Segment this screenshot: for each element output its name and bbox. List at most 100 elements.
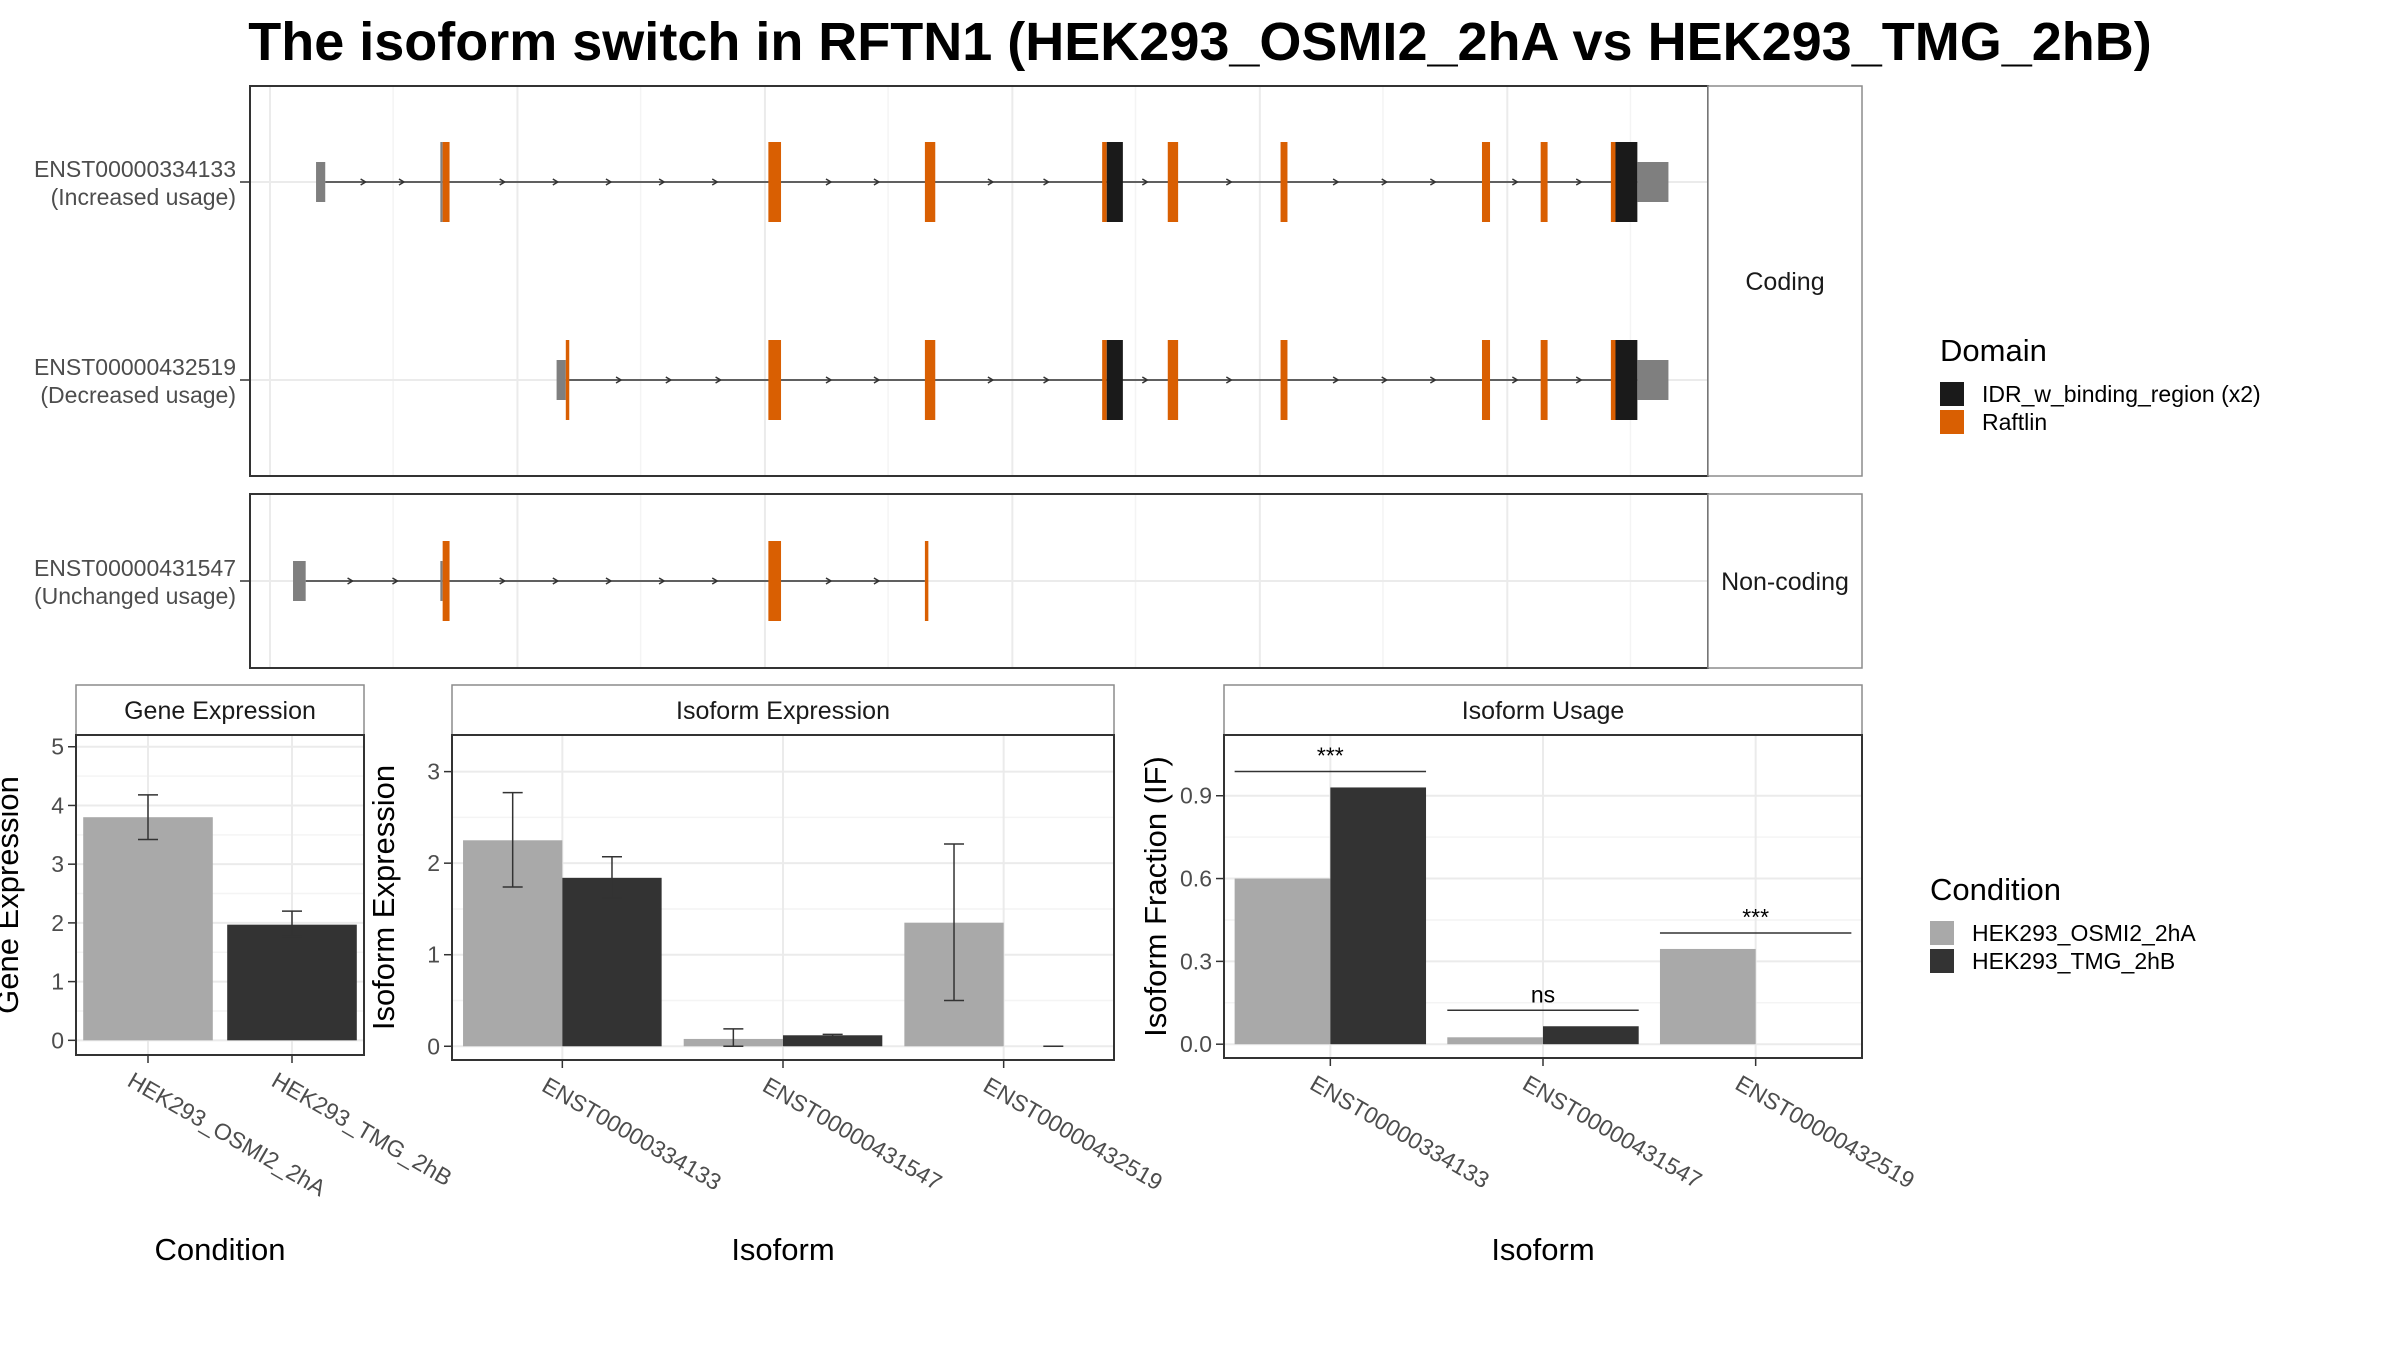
intron-arrow [825,577,833,585]
intron-arrow [1511,376,1519,384]
transcript-id-label: ENST00000432519 [34,354,236,380]
y-tick-label: 5 [51,734,64,760]
intron-arrow [1429,178,1437,186]
bar [1234,878,1331,1045]
chart-title-strip [1223,684,1863,736]
exon-raftlin-domain [442,142,450,222]
intron-arrow [1381,178,1389,186]
intron-arrow [711,577,719,585]
exon-raftlin-domain [1167,340,1179,420]
condition-legend-label: HEK293_TMG_2hB [1972,948,2175,974]
exon-utr [293,561,306,601]
intron-arrow [1575,376,1583,384]
y-tick-label: 0.3 [1180,948,1212,974]
exon-utr [1637,162,1669,202]
facet-strip [1707,493,1863,669]
x-tick-label: ENST00000432519 [1731,1070,1919,1194]
exon-raftlin-domain [1102,340,1107,420]
facet-strip-label: Coding [1745,268,1824,296]
x-axis-title: Isoform [731,1232,834,1267]
intron-arrow [1141,178,1149,186]
y-tick-label: 3 [427,759,440,785]
intron-arrow [360,178,368,186]
intron-arrow [1575,178,1583,186]
transcript-usage-label: (Decreased usage) [40,382,236,408]
intron-arrow [825,178,833,186]
bar [1659,948,1756,1045]
y-tick-label: 0 [427,1033,440,1059]
y-tick-label: 3 [51,851,64,877]
intron-arrow [615,376,623,384]
intron-arrow [1225,178,1233,186]
intron-arrow [552,577,560,585]
intron-arrow [1332,178,1340,186]
gene-expression-chart: Gene Expression012345HEK293_OSMI2_2hAHEK… [0,684,457,1267]
chart-title-strip [75,684,365,736]
intron-arrow [711,178,719,186]
exon-raftlin-domain [768,340,782,420]
x-tick-label: ENST00000431547 [1519,1070,1707,1194]
x-tick-label: ENST00000432519 [979,1072,1167,1196]
condition-legend-key [1930,921,1954,945]
intron-arrow [825,376,833,384]
intron-arrow [1043,376,1050,384]
exon-raftlin-domain [1610,142,1616,222]
y-axis-title: Isoform Expression [366,765,401,1030]
domain-legend-key [1940,410,1964,434]
significance-label: *** [1317,742,1344,768]
exon-raftlin-domain [768,142,782,222]
exon-idr-domain [1106,142,1123,222]
condition-legend-key [1930,949,1954,973]
x-axis-title: Condition [155,1232,286,1267]
exon-idr-domain [1615,142,1638,222]
intron-arrow [665,376,673,384]
transcript-structure-plot: Coding ENST00000334133(Increased usage) EN… [34,85,1863,669]
transcript-usage-label: (Unchanged usage) [34,583,236,609]
exon-raftlin-domain [924,541,929,621]
x-tick-label: ENST00000334133 [1306,1070,1494,1194]
exon-raftlin-domain [1280,142,1288,222]
intron-arrow [873,376,881,384]
y-axis-title: Gene Expression [0,776,25,1014]
intron-arrow [715,376,723,384]
intron-arrow [605,178,613,186]
y-tick-label: 4 [51,792,64,818]
bar [227,924,357,1041]
exon-utr [440,142,443,222]
chart-title: Isoform Expression [676,697,890,725]
chart-title: Isoform Usage [1462,697,1625,725]
exon-raftlin-domain [1540,142,1548,222]
condition-legend-label: HEK293_OSMI2_2hA [1972,920,2196,946]
bar [562,877,662,1047]
figure-title: The isoform switch in RFTN1 (HEK293_OSMI… [248,12,2151,72]
transcript-panel [249,85,1709,477]
intron-arrow [499,178,507,186]
exon-raftlin-domain [565,340,570,420]
facet-strip-label: Non-coding [1721,568,1849,596]
intron-arrow [873,178,881,186]
y-tick-label: 1 [51,969,64,995]
chart-title: Gene Expression [124,697,316,725]
intron-arrow [873,577,881,585]
exon-utr [316,162,326,202]
bar [1330,787,1427,1045]
exon-raftlin-domain [924,142,936,222]
intron-arrow [392,577,399,585]
y-tick-label: 0.9 [1180,783,1212,809]
bar [83,817,213,1041]
exon-utr [556,360,566,400]
exon-raftlin-domain [768,541,782,621]
chart-title-strip [451,684,1115,736]
bar [1447,1037,1543,1045]
y-axis-title: Isoform Fraction (IF) [1138,756,1173,1037]
intron-arrow [1511,178,1519,186]
intron-arrow [499,577,507,585]
exon-raftlin-domain [1280,340,1288,420]
x-tick-label: ENST00000334133 [538,1072,726,1196]
intron-arrow [398,178,406,186]
exon-raftlin-domain [1481,340,1491,420]
x-tick-label: ENST00000431547 [759,1072,947,1196]
exon-raftlin-domain [1167,142,1179,222]
exon-idr-domain [1615,340,1638,420]
